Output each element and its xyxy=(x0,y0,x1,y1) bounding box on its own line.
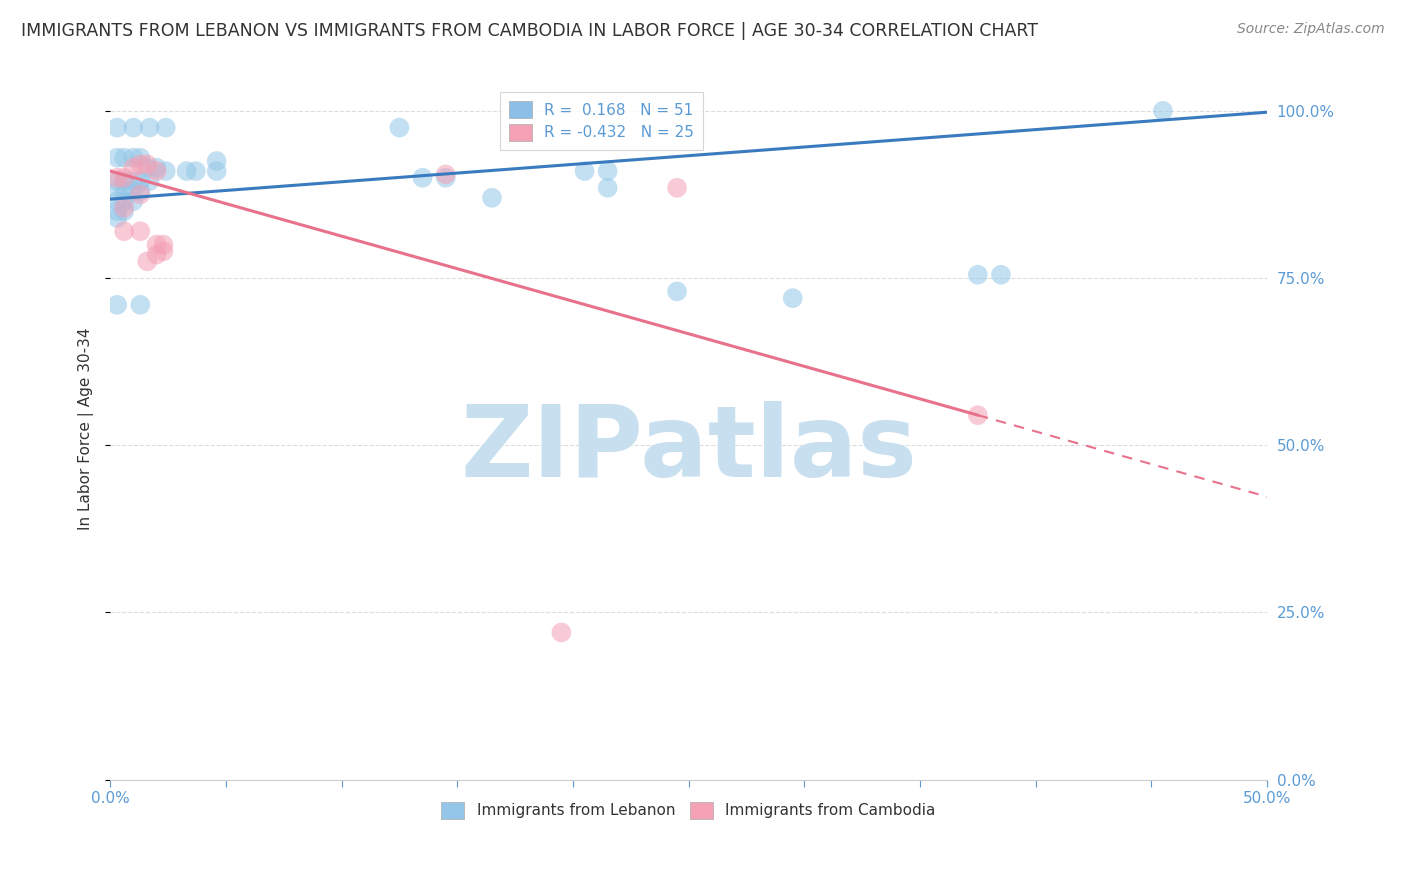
Point xyxy=(412,170,434,185)
Point xyxy=(145,161,167,175)
Point xyxy=(129,224,152,238)
Point xyxy=(112,151,135,165)
Point xyxy=(105,170,128,185)
Point xyxy=(574,164,596,178)
Point xyxy=(966,408,988,422)
Point xyxy=(138,174,160,188)
Point xyxy=(155,120,177,135)
Point xyxy=(152,244,174,259)
Point xyxy=(129,184,152,198)
Point xyxy=(145,247,167,261)
Point xyxy=(105,204,128,219)
Point xyxy=(122,174,145,188)
Point xyxy=(550,625,572,640)
Point xyxy=(105,211,128,225)
Point xyxy=(666,285,689,299)
Point xyxy=(112,204,135,219)
Point xyxy=(145,164,167,178)
Point xyxy=(129,174,152,188)
Point xyxy=(112,194,135,209)
Point xyxy=(596,181,619,195)
Point xyxy=(966,268,988,282)
Point xyxy=(112,174,135,188)
Text: Source: ZipAtlas.com: Source: ZipAtlas.com xyxy=(1237,22,1385,37)
Point xyxy=(122,161,145,175)
Point xyxy=(136,161,159,175)
Point xyxy=(122,184,145,198)
Point xyxy=(434,170,457,185)
Point xyxy=(782,291,804,305)
Point xyxy=(136,157,159,171)
Point xyxy=(112,184,135,198)
Point xyxy=(152,237,174,252)
Point xyxy=(105,184,128,198)
Point xyxy=(666,181,689,195)
Point xyxy=(205,164,228,178)
Text: IMMIGRANTS FROM LEBANON VS IMMIGRANTS FROM CAMBODIA IN LABOR FORCE | AGE 30-34 C: IMMIGRANTS FROM LEBANON VS IMMIGRANTS FR… xyxy=(21,22,1038,40)
Point xyxy=(105,194,128,209)
Point xyxy=(129,298,152,312)
Point xyxy=(434,168,457,182)
Point xyxy=(112,224,135,238)
Text: ZIPatlas: ZIPatlas xyxy=(460,401,917,498)
Point xyxy=(122,194,145,209)
Point xyxy=(129,151,152,165)
Point xyxy=(481,191,503,205)
Point xyxy=(105,120,128,135)
Point xyxy=(176,164,198,178)
Point xyxy=(112,170,135,185)
Point xyxy=(122,120,145,135)
Point xyxy=(1152,103,1174,118)
Point xyxy=(129,187,152,202)
Point xyxy=(990,268,1012,282)
Point xyxy=(184,164,207,178)
Point xyxy=(205,154,228,169)
Point xyxy=(388,120,411,135)
Point xyxy=(155,164,177,178)
Point xyxy=(145,237,167,252)
Legend: Immigrants from Lebanon, Immigrants from Cambodia: Immigrants from Lebanon, Immigrants from… xyxy=(436,796,942,824)
Point xyxy=(105,151,128,165)
Point xyxy=(596,164,619,178)
Y-axis label: In Labor Force | Age 30-34: In Labor Force | Age 30-34 xyxy=(79,327,94,530)
Point xyxy=(136,254,159,268)
Point xyxy=(138,120,160,135)
Point xyxy=(122,151,145,165)
Point xyxy=(105,174,128,188)
Point xyxy=(112,201,135,215)
Point xyxy=(105,298,128,312)
Point xyxy=(129,157,152,171)
